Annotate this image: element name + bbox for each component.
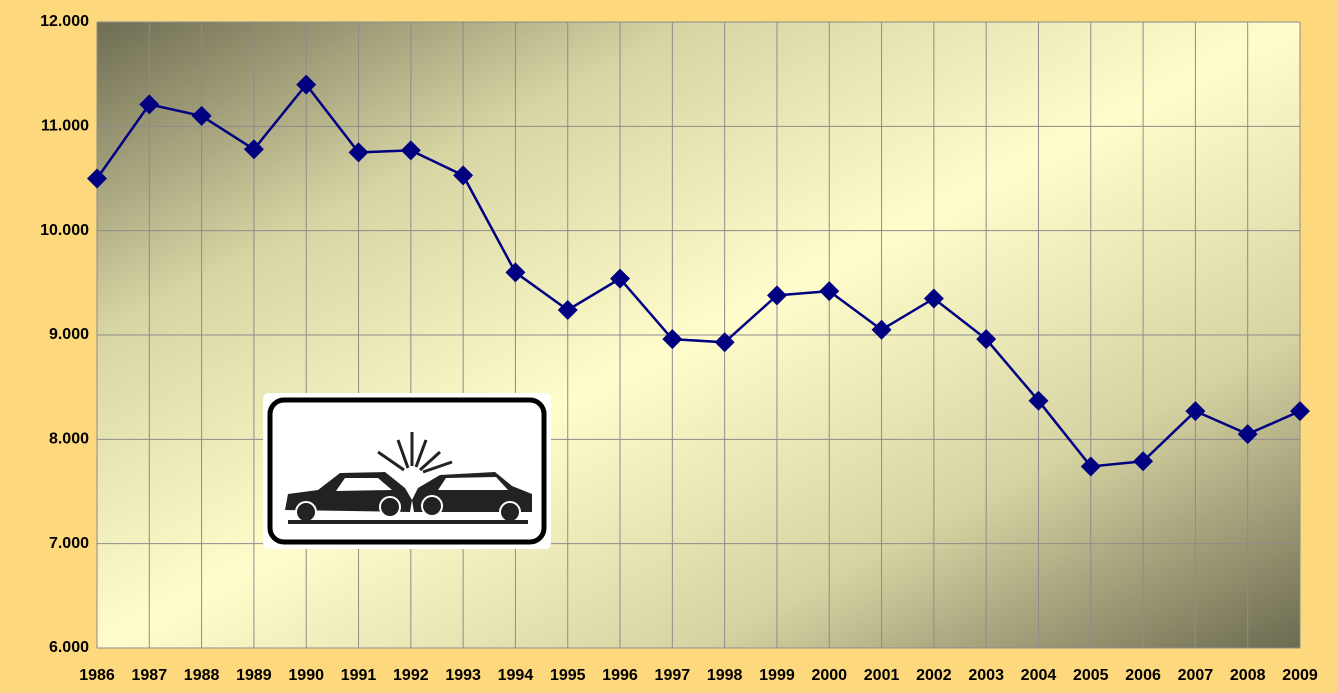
chart: 6.000 7.000 8.000 9.000 10.000 11.000 12.000 19… — [0, 0, 1337, 688]
page: {"chart_data": {"type": "line", "categor… — [0, 0, 1337, 688]
x-tick-label: 2007 — [1178, 667, 1214, 684]
y-tick-label: 9.000 — [49, 326, 89, 343]
y-tick-label: 7.000 — [49, 535, 89, 552]
x-tick-label: 1988 — [184, 667, 220, 684]
x-tick-label: 1996 — [602, 667, 638, 684]
x-tick-label: 1994 — [498, 667, 534, 684]
x-tick-label: 2001 — [864, 667, 900, 684]
x-tick-label: 1998 — [707, 667, 743, 684]
x-tick-label: 1987 — [132, 667, 168, 684]
x-tick-label: 1997 — [655, 667, 691, 684]
x-tick-label: 1989 — [236, 667, 272, 684]
x-tick-label: 1999 — [759, 667, 795, 684]
y-tick-label: 12.000 — [40, 13, 89, 30]
x-tick-label: 1992 — [393, 667, 429, 684]
x-tick-label: 2002 — [916, 667, 952, 684]
y-tick-label: 10.000 — [40, 222, 89, 239]
x-tick-label: 2009 — [1282, 667, 1318, 684]
y-tick-label: 11.000 — [41, 118, 89, 135]
x-tick-label: 1986 — [79, 667, 115, 684]
y-tick-label: 6.000 — [49, 639, 89, 656]
x-tick-label: 1993 — [445, 667, 481, 684]
x-tick-label: 2005 — [1073, 667, 1109, 684]
x-tick-label: 2008 — [1230, 667, 1266, 684]
y-tick-label: 8.000 — [49, 431, 89, 448]
x-tick-label: 2000 — [811, 667, 847, 684]
x-tick-label: 2006 — [1125, 667, 1161, 684]
crash-sign — [263, 393, 551, 549]
x-tick-label: 2004 — [1021, 667, 1057, 684]
x-tick-label: 2003 — [968, 667, 1004, 684]
x-tick-label: 1991 — [341, 667, 377, 684]
x-tick-label: 1990 — [288, 667, 324, 684]
x-tick-label: 1995 — [550, 667, 586, 684]
